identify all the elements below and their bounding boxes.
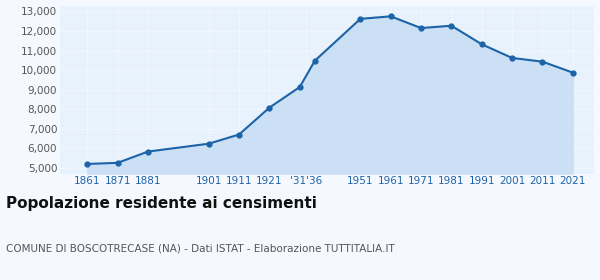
Text: Popolazione residente ai censimenti: Popolazione residente ai censimenti — [6, 196, 317, 211]
Text: COMUNE DI BOSCOTRECASE (NA) - Dati ISTAT - Elaborazione TUTTITALIA.IT: COMUNE DI BOSCOTRECASE (NA) - Dati ISTAT… — [6, 244, 395, 254]
